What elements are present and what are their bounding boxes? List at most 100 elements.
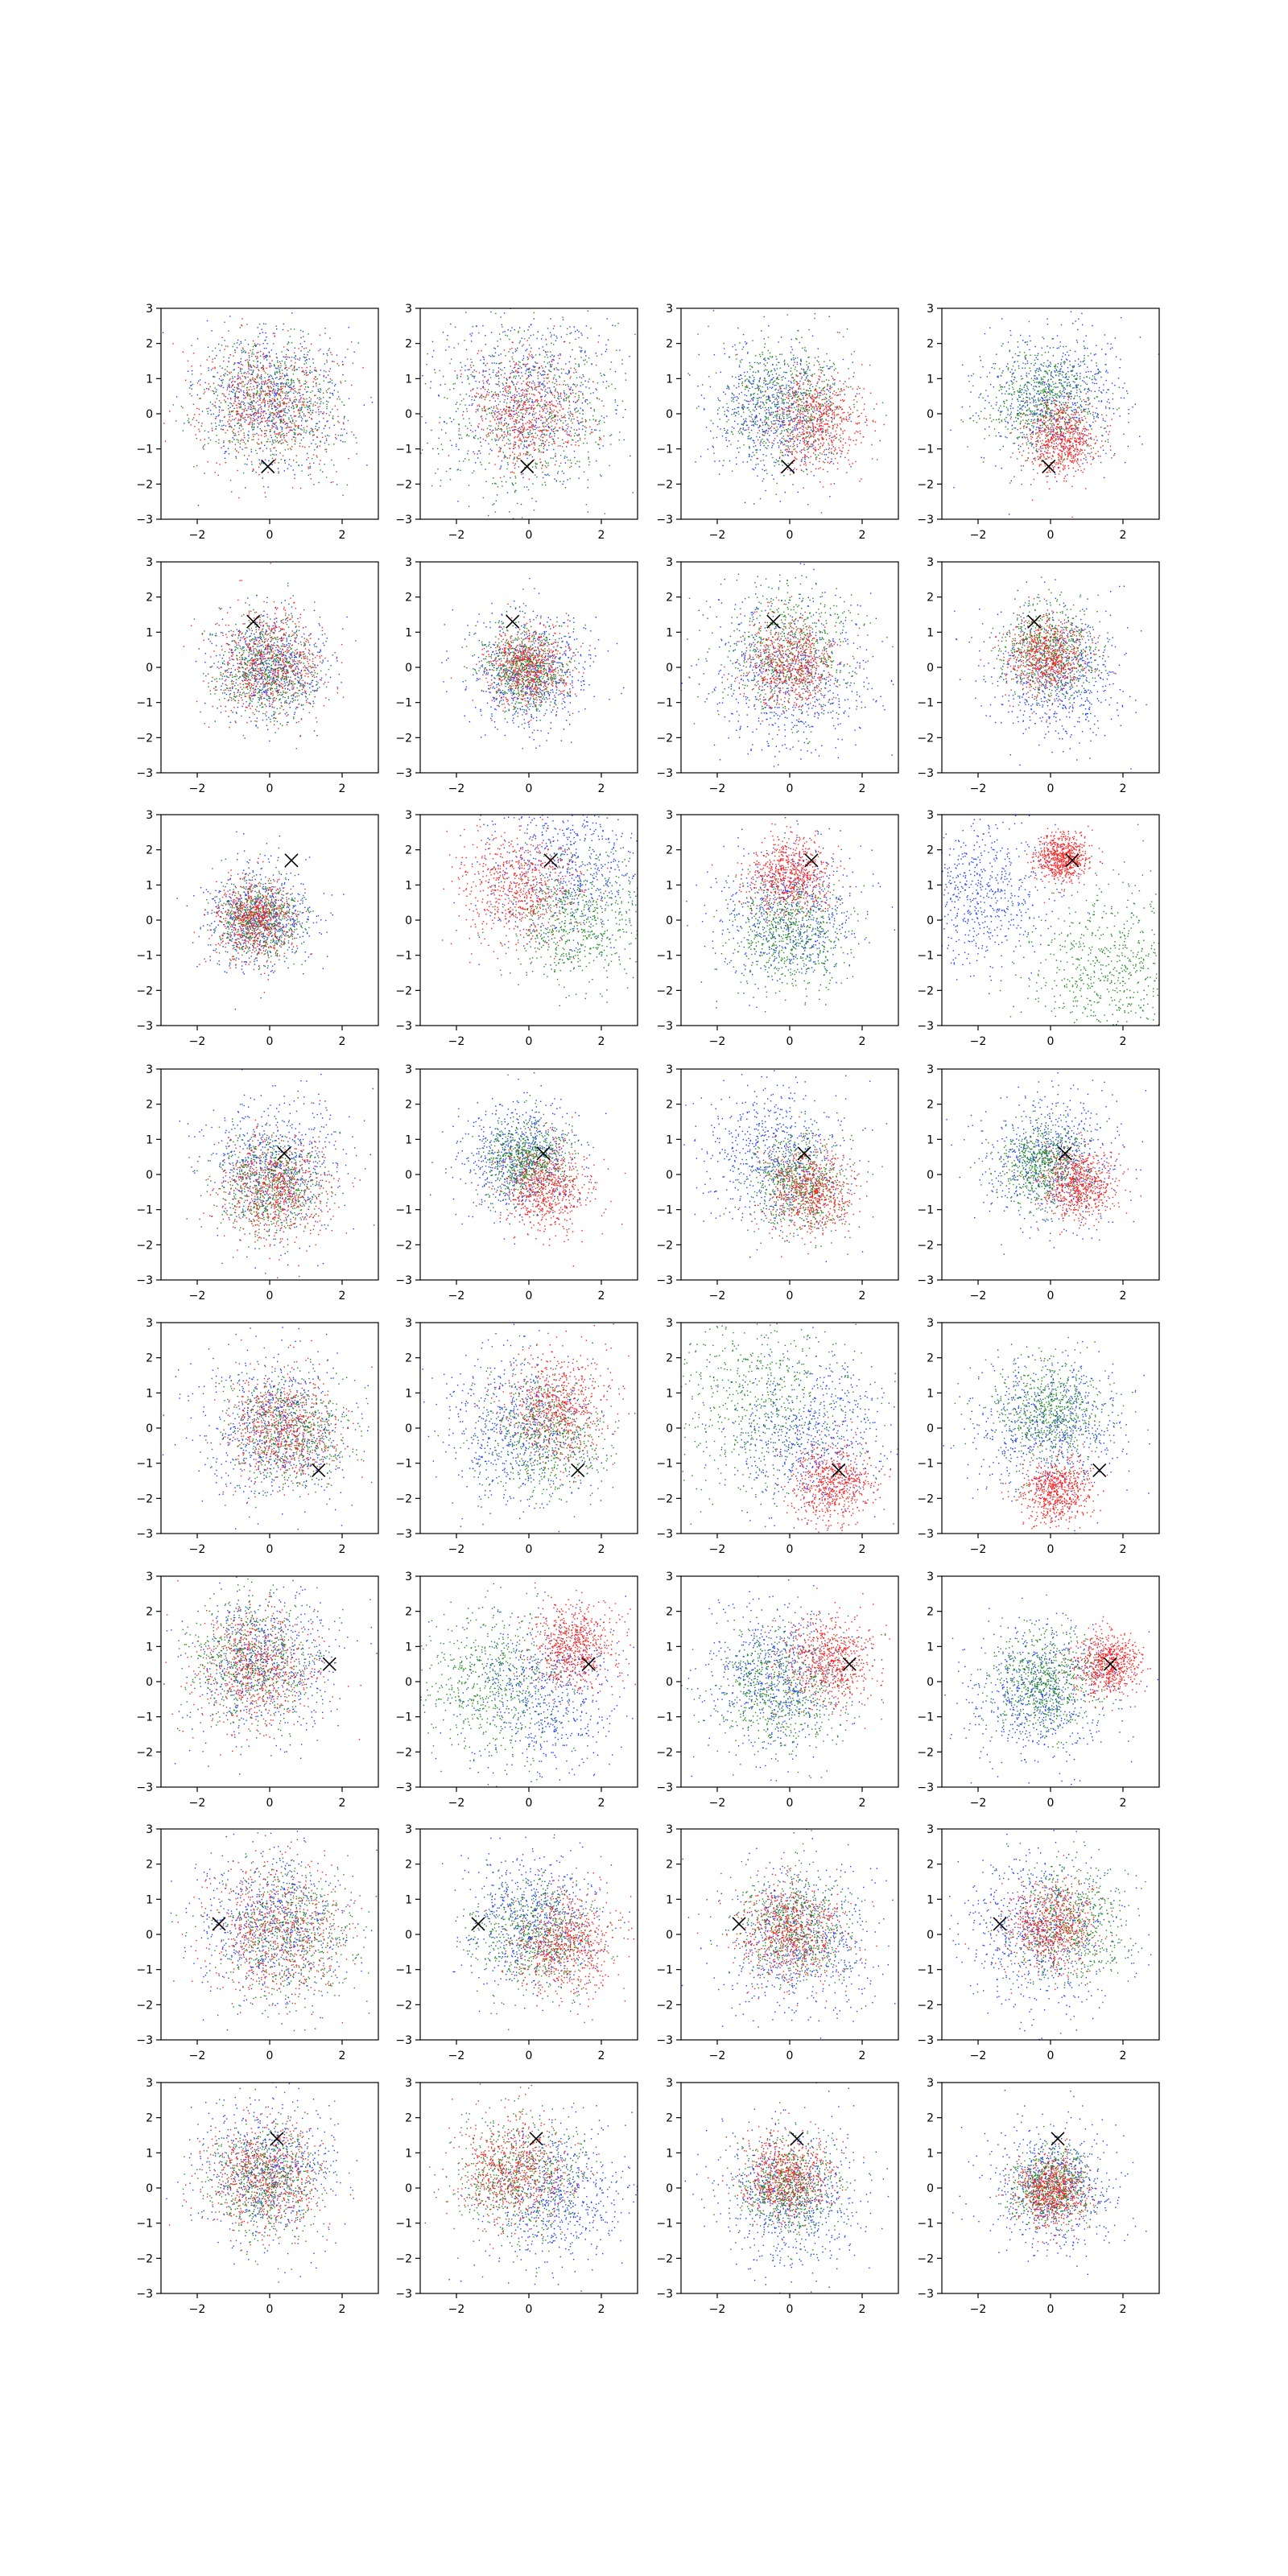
point xyxy=(753,425,754,426)
point xyxy=(255,394,256,395)
point xyxy=(759,381,760,382)
point xyxy=(557,412,558,413)
point xyxy=(788,428,789,429)
point xyxy=(277,399,278,400)
point xyxy=(270,381,271,382)
point xyxy=(611,384,612,385)
point xyxy=(235,352,236,353)
point xyxy=(823,428,824,429)
point xyxy=(713,310,714,311)
point xyxy=(554,421,555,422)
point xyxy=(203,447,204,448)
point xyxy=(629,356,630,357)
point xyxy=(240,404,241,405)
point xyxy=(520,429,521,430)
point xyxy=(296,455,297,456)
point xyxy=(316,455,317,456)
point xyxy=(523,409,524,410)
point xyxy=(844,394,845,395)
point xyxy=(260,413,261,414)
point xyxy=(778,423,779,424)
point xyxy=(582,393,583,394)
point xyxy=(305,432,306,433)
point xyxy=(515,376,516,377)
point xyxy=(337,421,338,422)
point xyxy=(519,342,520,343)
point xyxy=(278,388,279,389)
point xyxy=(748,438,749,439)
point xyxy=(763,431,764,432)
point xyxy=(579,346,580,347)
point xyxy=(760,362,761,363)
point xyxy=(533,334,534,335)
point xyxy=(280,416,281,417)
point xyxy=(539,450,540,451)
point xyxy=(242,428,243,429)
point xyxy=(521,396,522,397)
point xyxy=(809,369,810,370)
point xyxy=(241,343,242,344)
point xyxy=(584,351,585,352)
point xyxy=(553,439,554,440)
point xyxy=(271,376,272,377)
point xyxy=(570,368,571,369)
point xyxy=(778,447,779,448)
point xyxy=(256,367,257,368)
point xyxy=(559,481,560,482)
point xyxy=(544,400,545,401)
point xyxy=(271,421,272,422)
point xyxy=(244,419,245,420)
point xyxy=(522,415,523,416)
point xyxy=(278,462,279,463)
point xyxy=(774,398,775,399)
point xyxy=(832,436,833,437)
point xyxy=(743,411,744,412)
point xyxy=(299,443,300,444)
point xyxy=(767,433,768,434)
point xyxy=(786,415,787,416)
point xyxy=(543,446,544,447)
point xyxy=(216,407,217,408)
point xyxy=(481,429,482,430)
point xyxy=(789,407,790,408)
point xyxy=(304,357,305,358)
point xyxy=(550,356,551,357)
point xyxy=(572,415,573,416)
point xyxy=(268,421,269,422)
point xyxy=(588,464,589,465)
point xyxy=(326,421,327,422)
point xyxy=(539,393,540,394)
point xyxy=(834,483,835,484)
point xyxy=(523,404,524,405)
point xyxy=(468,378,469,379)
point xyxy=(551,401,552,402)
point xyxy=(273,388,274,389)
point xyxy=(348,458,349,459)
point xyxy=(799,342,800,343)
point xyxy=(519,405,520,406)
point xyxy=(723,391,724,392)
point xyxy=(769,413,770,414)
point xyxy=(270,413,271,414)
point xyxy=(743,427,744,428)
point xyxy=(328,444,329,445)
point xyxy=(528,368,529,369)
point xyxy=(509,457,510,458)
point xyxy=(560,393,561,394)
point xyxy=(239,425,240,426)
point xyxy=(823,390,824,391)
point xyxy=(241,358,242,359)
point xyxy=(567,328,568,329)
point xyxy=(606,415,607,416)
point xyxy=(826,454,827,455)
point xyxy=(480,442,481,443)
point xyxy=(802,426,803,427)
point xyxy=(588,388,589,389)
point xyxy=(204,444,205,445)
point xyxy=(213,383,214,384)
point xyxy=(276,433,277,434)
point xyxy=(337,363,338,364)
point xyxy=(270,421,271,422)
point xyxy=(277,398,278,399)
point xyxy=(571,427,572,428)
